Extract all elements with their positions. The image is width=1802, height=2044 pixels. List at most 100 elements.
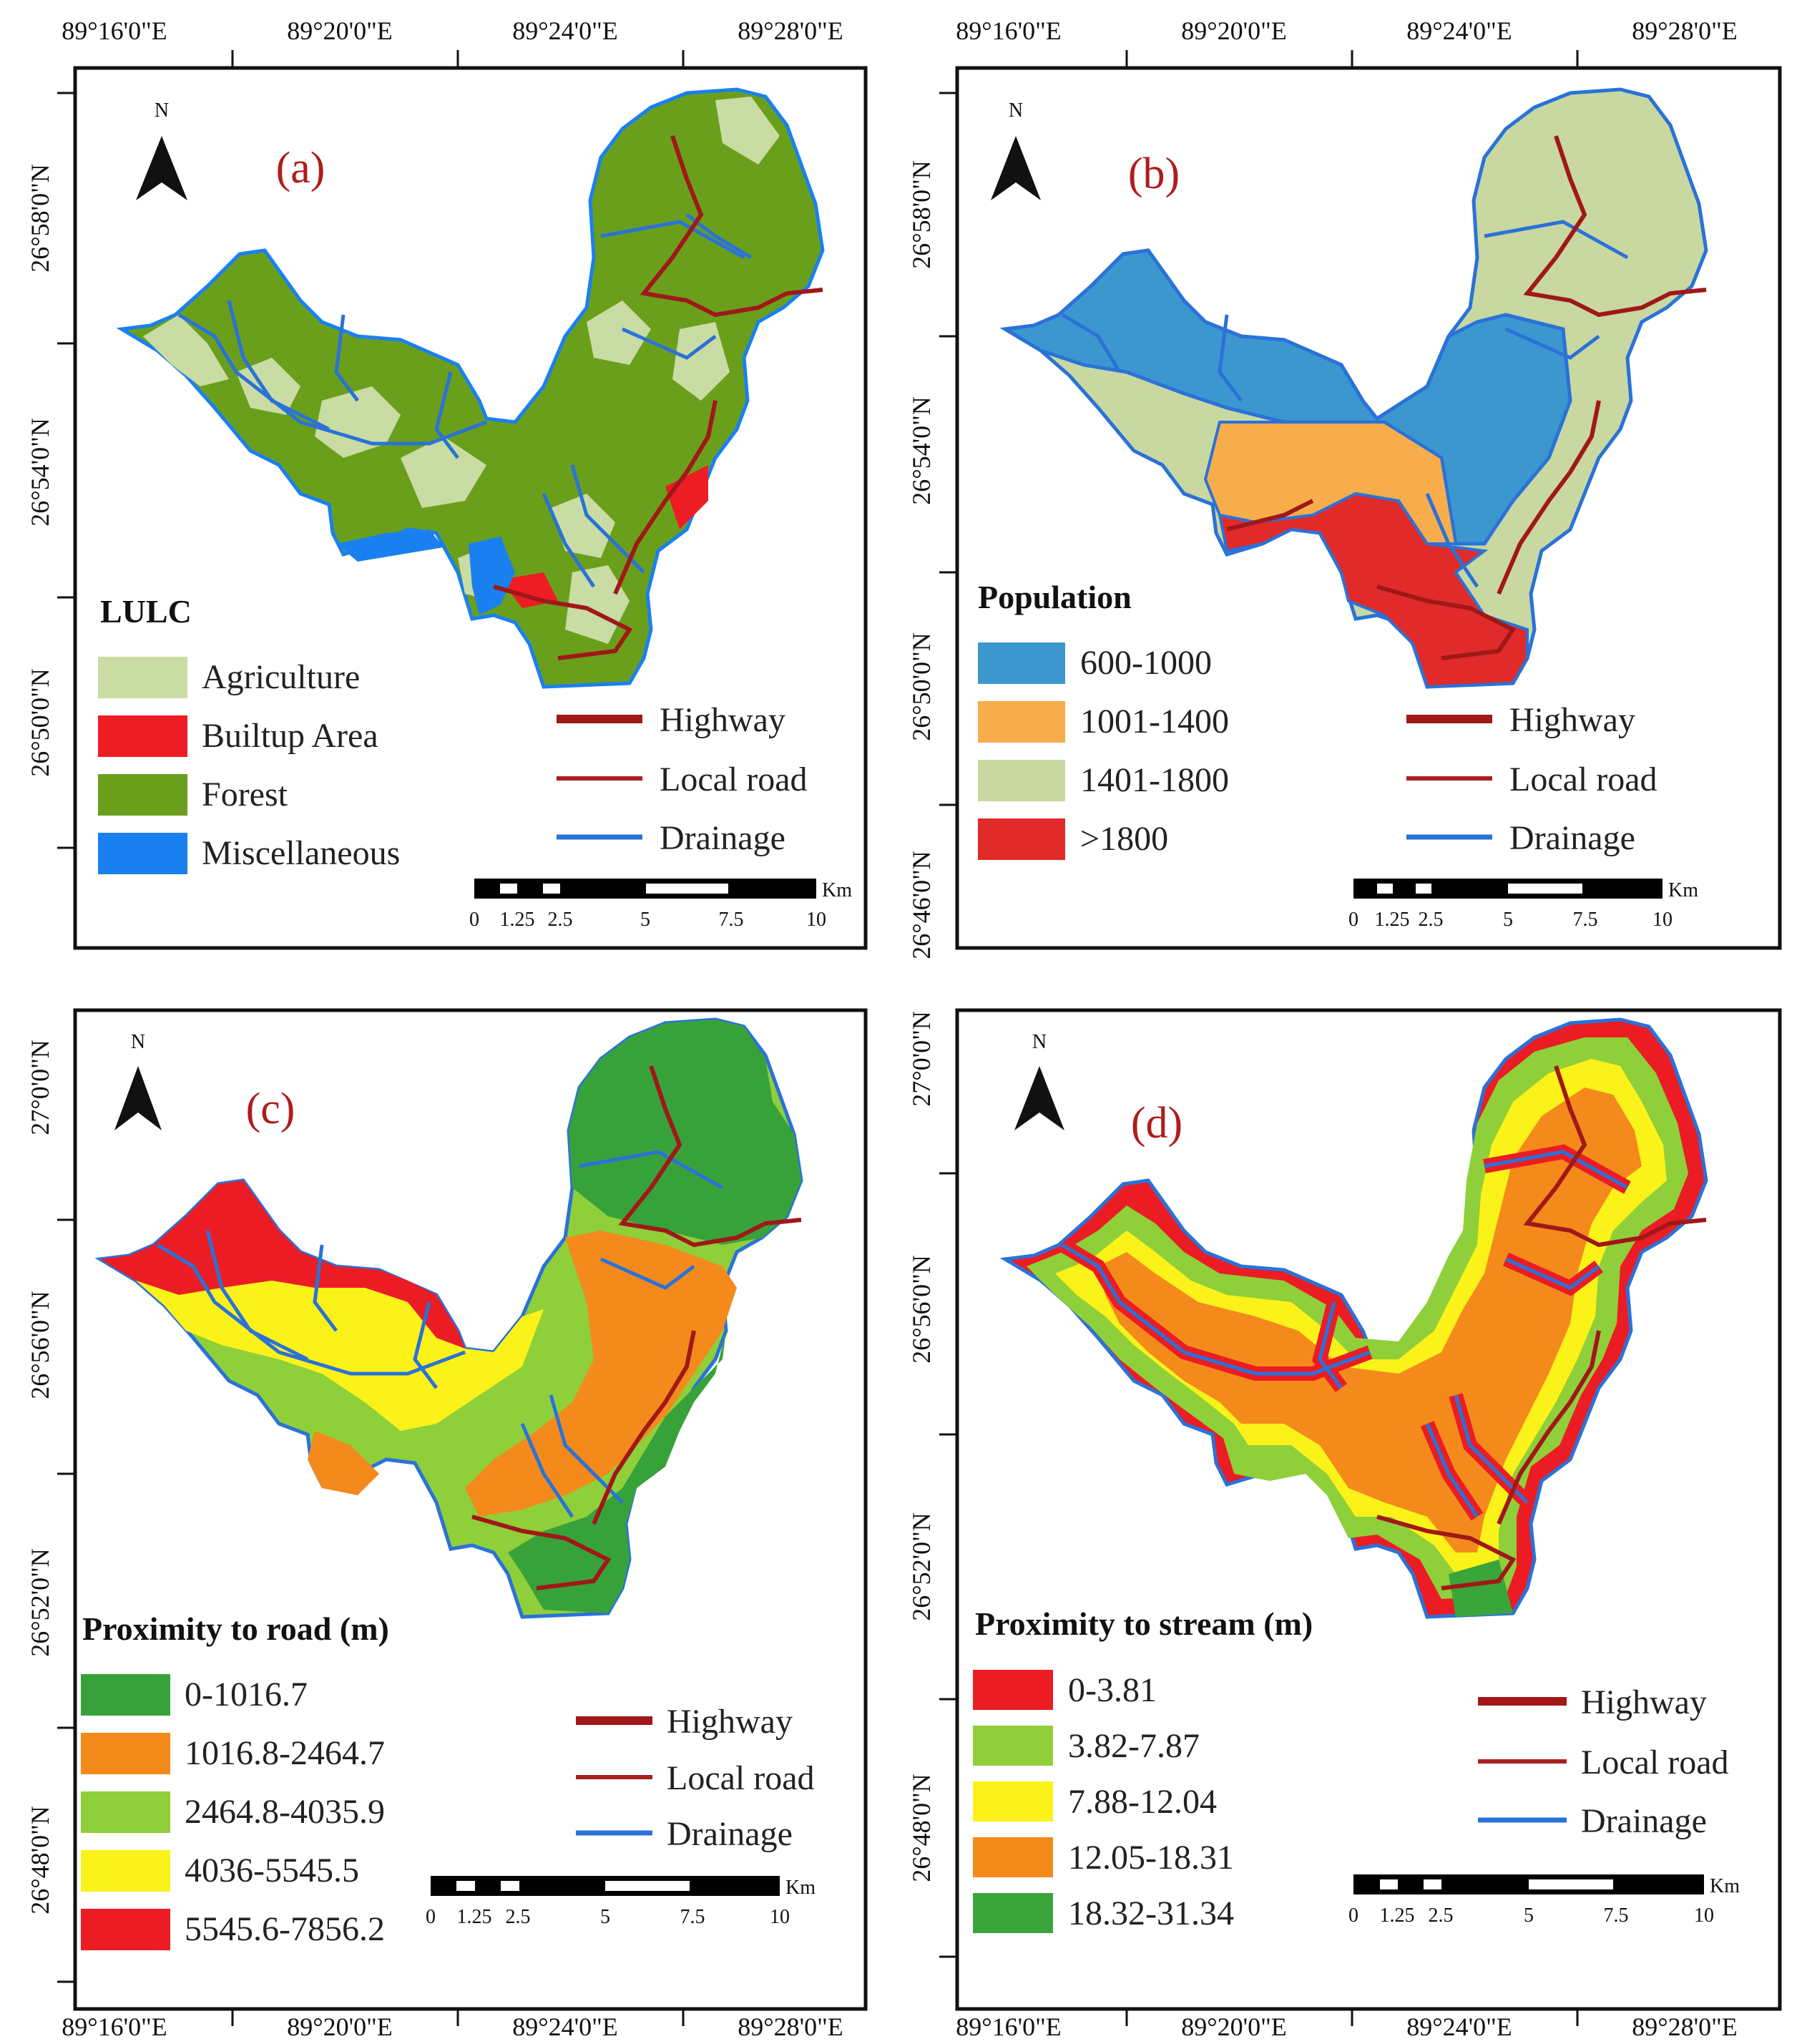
latitude-label: 26°54'0"N: [907, 396, 936, 505]
region-600-1000: [999, 248, 1572, 546]
scale-tick: 1.25: [500, 909, 535, 931]
panel-letter-a: (a): [276, 144, 325, 192]
longitude-label: 89°20'0"E: [1181, 16, 1287, 45]
longitude-label: 89°16'0"E: [956, 16, 1062, 45]
panel-d-map: [1005, 1019, 1706, 1617]
top-longitude-labels: 89°16'0"E 89°20'0"E 89°24'0"E 89°28'0"E …: [62, 16, 1738, 45]
road-lines-b: [1226, 135, 1707, 660]
latitude-label: 26°52'0"N: [907, 1512, 936, 1621]
legend-swatch: [973, 1837, 1053, 1877]
north-arrow-d: N: [1014, 1031, 1064, 1130]
region-over-1800: [1218, 492, 1529, 689]
line-legend-label: Highway: [1581, 1683, 1707, 1721]
line-legend-label: Local road: [667, 1759, 815, 1797]
latitude-label: 26°58'0"N: [26, 164, 54, 273]
legend-label: 3.82-7.87: [1068, 1727, 1200, 1765]
legend-label: 2464.8-4035.9: [185, 1793, 385, 1831]
scale-tick: 2.5: [1419, 909, 1444, 931]
north-label: N: [1009, 99, 1023, 122]
band-1016-2464-west: [308, 1431, 379, 1495]
legend-swatch: [973, 1670, 1053, 1710]
scale-tick: 2.5: [506, 1906, 531, 1928]
legend-label: 1401-1800: [1080, 761, 1229, 799]
north-arrow-a: N: [136, 99, 187, 200]
longitude-label: 89°16'0"E: [62, 16, 167, 45]
legend-swatch: [973, 1726, 1053, 1766]
scale-tick: 1.25: [457, 1906, 492, 1928]
longitude-label: 89°24'0"E: [512, 2013, 618, 2041]
road-lines-c: [471, 1065, 802, 1590]
scale-tick: 2.5: [548, 909, 573, 931]
legend-label: 600-1000: [1080, 644, 1212, 682]
longitude-label: 89°24'0"E: [1406, 2013, 1512, 2041]
legend-swatch: [978, 642, 1065, 684]
band-12-05-18-31: [1098, 1087, 1642, 1552]
longitude-label: 89°20'0"E: [287, 16, 393, 45]
line-legend-label: Highway: [667, 1703, 793, 1741]
line-legend-label: Local road: [660, 761, 808, 798]
longitude-label: 89°28'0"E: [1632, 16, 1738, 45]
legend-swatch: [978, 760, 1065, 801]
class-legend-b: 600-1000 1001-1400 1401-1800 >1800: [978, 642, 1229, 860]
legend-swatch: [978, 701, 1065, 743]
band-5545-7856: [100, 1180, 465, 1349]
legend-label: Miscellaneous: [202, 834, 400, 872]
longitude-label: 89°28'0"E: [738, 16, 843, 45]
scale-tick: 5: [1503, 909, 1513, 931]
line-legend-label: Highway: [660, 701, 785, 739]
scale-tick: 10: [1652, 909, 1673, 931]
scale-bar-d: Km 0 1.25 2.5 5 7.5 10: [1348, 1874, 1740, 1927]
scale-unit: Km: [785, 1877, 816, 1899]
scale-tick: 5: [1524, 1904, 1534, 1927]
legend-swatch: [81, 1733, 170, 1774]
scale-tick: 5: [640, 909, 650, 931]
longitude-label: 89°24'0"E: [512, 16, 618, 45]
band-0-1016: [569, 1019, 801, 1245]
scale-tick: 0: [426, 1906, 436, 1928]
legend-label: 5545.6-7856.2: [185, 1910, 385, 1948]
legend-swatch: [978, 818, 1065, 860]
legend-swatch: [81, 1791, 170, 1833]
legend-swatch: [973, 1893, 1053, 1933]
legend-label: 4036-5545.5: [185, 1852, 359, 1889]
legend-label: Agriculture: [202, 658, 360, 696]
north-label: N: [155, 99, 169, 122]
legend-label: Builtup Area: [202, 717, 378, 755]
legend-swatch: [98, 715, 187, 757]
latitude-label: 27°0'0"N: [26, 1040, 54, 1135]
scale-tick: 10: [1694, 1904, 1714, 1927]
scale-tick: 0: [1348, 909, 1358, 931]
latitude-label: 26°46'0"N: [907, 851, 936, 959]
line-legend-b: Highway Local road Drainage: [1406, 701, 1657, 857]
legend-swatch: [98, 774, 187, 816]
scale-tick: 7.5: [1604, 1904, 1629, 1927]
agriculture-patches: [143, 97, 780, 644]
latitude-label: 26°56'0"N: [26, 1291, 54, 1399]
scale-tick: 7.5: [719, 909, 744, 931]
line-legend-label: Drainage: [1509, 819, 1635, 857]
scale-tick: 5: [600, 1906, 610, 1928]
road-lines: [493, 135, 823, 660]
north-arrow-b: N: [991, 99, 1041, 200]
legend-label: >1800: [1080, 820, 1168, 858]
scale-bar-a: Km 0 1.25 2.5 5 7.5 10: [469, 879, 852, 931]
legend-label: 1016.8-2464.7: [185, 1734, 385, 1772]
legend-swatch: [81, 1850, 170, 1892]
line-legend-a: Highway Local road Drainage: [557, 701, 808, 857]
legend-title-b: Population: [978, 579, 1132, 615]
graticule-ticks: [57, 50, 1579, 2026]
line-legend-d: Highway Local road Drainage: [1478, 1683, 1729, 1840]
line-legend-c: Highway Local road Drainage: [576, 1703, 815, 1853]
scale-tick: 7.5: [1573, 909, 1598, 931]
line-legend-label: Local road: [1581, 1744, 1729, 1781]
latitude-label: 27°0'0"N: [907, 1011, 936, 1107]
longitude-label: 89°16'0"E: [956, 2013, 1062, 2041]
scale-tick: 2.5: [1429, 1904, 1454, 1927]
scale-tick: 1.25: [1380, 1904, 1415, 1927]
legend-title-a: LULC: [100, 593, 192, 630]
line-legend-label: Drainage: [1581, 1802, 1707, 1840]
longitude-label: 89°24'0"E: [1406, 16, 1512, 45]
legend-title-d: Proximity to stream (m): [975, 1605, 1313, 1642]
band-18-32-31-34: [1449, 1560, 1513, 1617]
